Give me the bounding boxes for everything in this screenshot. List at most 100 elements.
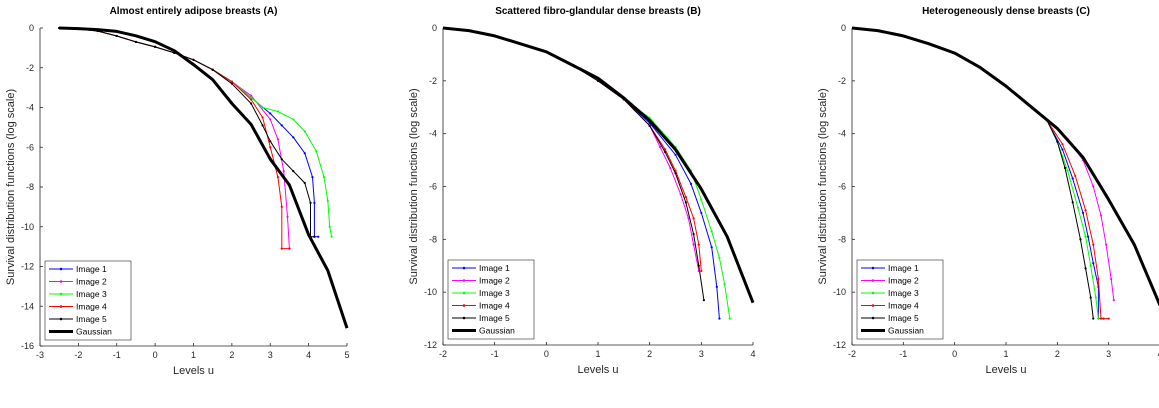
y-tick-label: -12: [424, 340, 437, 350]
chart-title: Scattered fibro-glandular dense breasts …: [495, 6, 701, 17]
y-tick-label: -12: [833, 340, 846, 350]
legend-marker: [462, 316, 466, 320]
legend-label: Image 1: [888, 263, 919, 273]
data-point: [728, 317, 731, 320]
data-point: [282, 170, 285, 173]
data-point: [1071, 177, 1074, 180]
data-point: [288, 247, 291, 250]
legend-label: Image 5: [888, 313, 919, 323]
legend-label: Gaussian: [888, 326, 924, 336]
data-point: [1074, 174, 1077, 178]
data-point: [1097, 317, 1100, 320]
legend-marker: [871, 316, 875, 320]
data-point: [317, 235, 320, 238]
data-point: [328, 225, 331, 228]
y-tick-label: 0: [432, 23, 437, 33]
data-point: [249, 96, 253, 99]
data-point: [1061, 148, 1064, 151]
legend-marker: [59, 267, 63, 271]
data-point: [723, 283, 726, 286]
legend-label: Image 3: [888, 288, 919, 298]
y-tick-label: 0: [841, 23, 846, 33]
data-point: [269, 146, 272, 149]
series-line-image-2: [59, 27, 290, 249]
data-point: [1063, 166, 1067, 170]
data-point: [309, 201, 312, 204]
data-point: [1107, 317, 1110, 320]
data-point: [1076, 206, 1079, 209]
x-tick-label: -3: [36, 350, 44, 360]
series-line-gaussian: [443, 26, 755, 304]
data-point: [689, 182, 693, 185]
data-point: [700, 198, 703, 201]
legend-marker: [462, 279, 466, 282]
data-point: [292, 136, 295, 139]
y-tick-label: -14: [21, 301, 34, 311]
y-axis-label: Survival distribution functions (log sca…: [5, 89, 17, 285]
data-point: [280, 247, 283, 250]
legend-label: Image 2: [479, 276, 510, 286]
data-point: [1099, 214, 1103, 217]
y-tick-label: -8: [429, 234, 437, 244]
x-tick-label: 2: [1055, 349, 1060, 359]
x-tick-label: 0: [544, 349, 549, 359]
data-point: [718, 256, 721, 259]
x-tick-label: 4: [750, 349, 755, 359]
series-line-image-3: [59, 27, 333, 237]
data-point: [1110, 277, 1113, 281]
data-point: [1092, 185, 1095, 188]
y-tick-label: -8: [838, 234, 846, 244]
legend-label: Image 5: [76, 314, 107, 324]
legend-marker: [871, 304, 875, 307]
data-point: [1094, 296, 1097, 299]
legend-marker: [871, 291, 875, 295]
data-point: [692, 217, 695, 220]
data-point: [1112, 298, 1115, 302]
data-point: [154, 45, 157, 48]
x-tick-label: 0: [153, 350, 158, 360]
data-point: [684, 201, 687, 204]
data-point: [249, 94, 253, 97]
data-point: [1099, 317, 1103, 320]
data-point: [249, 98, 253, 101]
data-point: [1066, 169, 1069, 172]
legend-marker: [462, 266, 466, 270]
y-axis-label: Survival distribution functions (log sca…: [817, 88, 829, 284]
y-tick-label: -2: [838, 76, 846, 86]
chart-title: Heterogeneously dense breasts (C): [922, 6, 1090, 17]
data-point: [276, 138, 280, 141]
legend-label: Image 2: [76, 277, 107, 287]
data-point: [1089, 264, 1092, 267]
data-point: [292, 170, 295, 173]
data-point: [697, 264, 700, 267]
data-point: [718, 317, 721, 320]
legend-label: Image 5: [479, 313, 510, 323]
data-point: [211, 68, 214, 71]
data-point: [315, 150, 318, 153]
data-point: [292, 118, 295, 121]
legend-label: Image 2: [888, 276, 919, 286]
y-tick-label: -10: [424, 287, 437, 297]
y-tick-label: -4: [838, 129, 846, 139]
y-tick-label: -12: [21, 262, 34, 272]
chart-title: Almost entirely adipose breasts (A): [110, 6, 278, 17]
legend-box: [44, 260, 132, 341]
x-tick-label: 5: [344, 350, 349, 360]
data-point: [702, 298, 706, 302]
panel-adipose: -3 -2 -1 0 1 2 3 4 50-2-4-6-8-10-12-14-16Almost …: [5, 6, 350, 377]
legend-marker: [871, 266, 875, 270]
data-point: [1084, 267, 1087, 270]
data-point: [326, 199, 329, 203]
data-point: [280, 158, 283, 161]
y-axis-label: Survival distribution functions (log sca…: [408, 88, 420, 284]
y-tick-label: -6: [26, 142, 34, 152]
y-tick-label: -6: [838, 182, 846, 192]
series-line-image-4: [59, 27, 290, 250]
data-point: [710, 246, 713, 249]
x-tick-label: 3: [699, 349, 704, 359]
legend-label: Image 3: [479, 288, 510, 298]
data-point: [1097, 277, 1100, 281]
data-point: [192, 58, 195, 61]
